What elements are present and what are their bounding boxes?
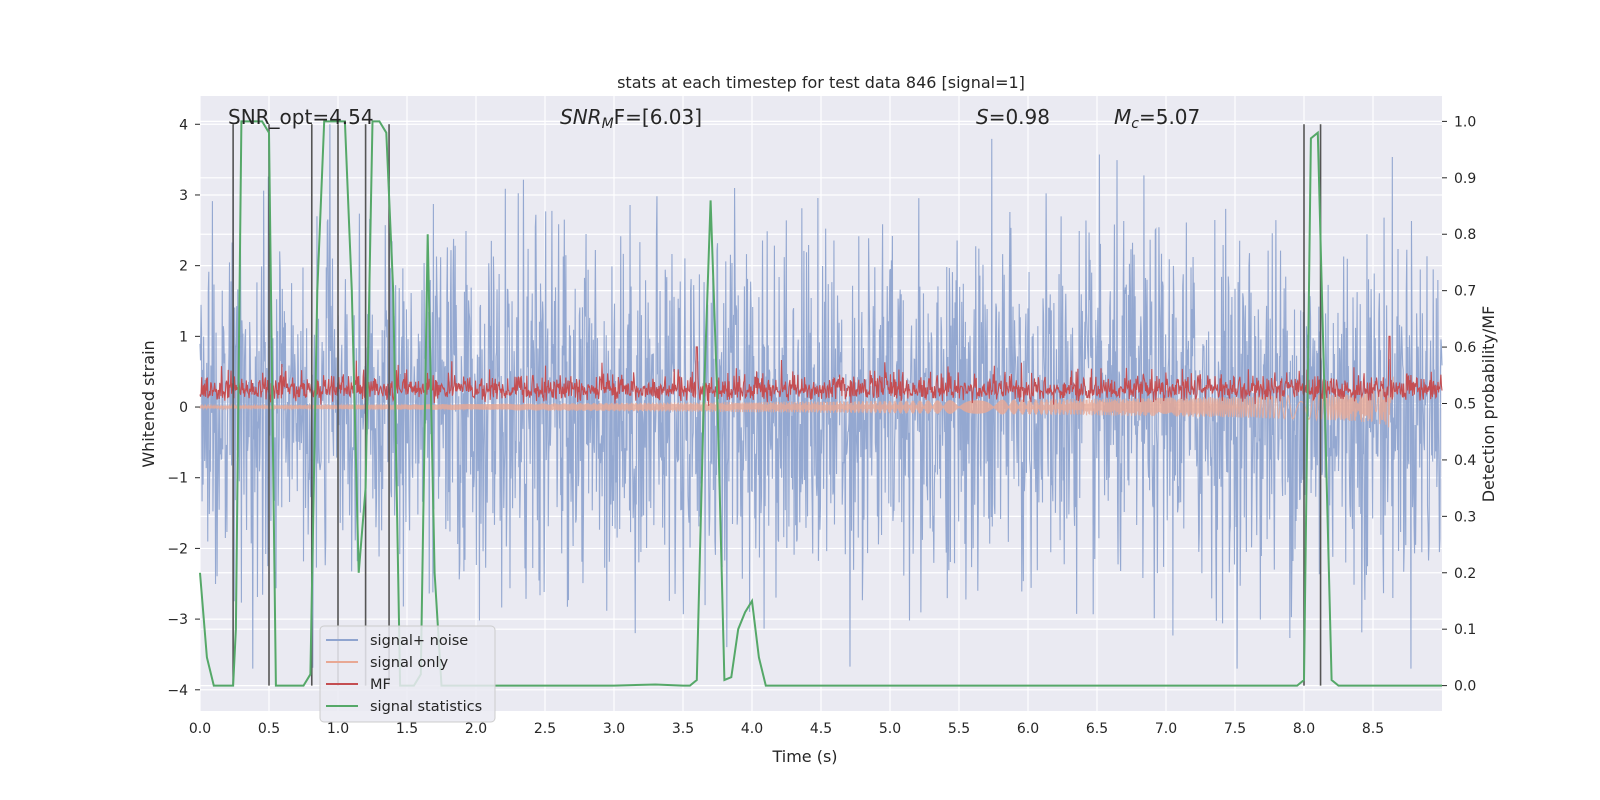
x-tick-label-2: 1.0: [327, 721, 349, 737]
y-axis-right-label: Detection probability/MF: [1479, 306, 1498, 503]
y-tick-label-1: 3: [179, 188, 188, 204]
s-val: =0.98: [989, 105, 1050, 129]
yr-tick-label-10: 0.0: [1454, 679, 1476, 695]
x-tick-label-9: 4.5: [810, 721, 832, 737]
y-tick-label-8: −4: [167, 683, 188, 699]
mc-name: M: [1114, 105, 1131, 129]
x-tick-label-8: 4.0: [741, 721, 763, 737]
yr-tick-label-0: 1.0: [1454, 114, 1476, 130]
x-tick-label-5: 2.5: [534, 721, 556, 737]
x-tick-label-7: 3.5: [672, 721, 694, 737]
legend-label-mf: MF: [370, 677, 391, 693]
noise-trace: [199, 124, 1443, 669]
signal-only-series: [199, 376, 1395, 428]
y-tick-label-0: 4: [179, 117, 188, 133]
snr-mf-name: SNR: [560, 105, 602, 129]
x-tick-label-14: 7.0: [1155, 721, 1177, 737]
snr-mf-tail: F=[6.03]: [614, 105, 702, 129]
y-tick-label-5: −1: [167, 471, 188, 487]
snr-mf-sub: M: [602, 116, 614, 132]
y-axis-ticks: 4 3 2 1 0 −1 −2 −3 −4: [167, 117, 200, 699]
yr-tick-label-5: 0.5: [1454, 397, 1476, 413]
stats-trace: [199, 120, 1442, 687]
x-tick-label-11: 5.5: [948, 721, 970, 737]
legend-box: [319, 625, 496, 723]
y-axis-label: Whitened strain: [139, 340, 158, 467]
legend: signal+ noise signal only MF signal stat…: [319, 625, 496, 723]
legend-label-signal: signal only: [370, 655, 449, 671]
signal-trace: [199, 376, 1395, 428]
mc-sub: c: [1131, 116, 1139, 132]
x-tick-label-13: 6.5: [1086, 721, 1108, 737]
s-name: S: [976, 105, 989, 129]
yr-tick-label-1: 0.9: [1454, 171, 1476, 187]
annotation-snr-opt: SNR_opt=4.54: [228, 105, 374, 129]
yr-tick-label-3: 0.7: [1454, 284, 1476, 300]
x-tick-label-15: 7.5: [1224, 721, 1246, 737]
legend-label-noise: signal+ noise: [370, 633, 468, 649]
y-tick-label-2: 2: [179, 259, 188, 275]
x-tick-label-12: 6.0: [1017, 721, 1039, 737]
x-tick-label-0: 0.0: [189, 721, 211, 737]
y-axis-right-ticks: 1.0 0.9 0.8 0.7 0.6 0.5 0.4 0.3 0.2 0.1 0.0: [1442, 114, 1476, 695]
yr-tick-label-8: 0.2: [1454, 566, 1476, 582]
mf-trace: [199, 335, 1443, 406]
yr-tick-label-6: 0.4: [1454, 453, 1476, 469]
x-axis-label: Time (s): [771, 747, 837, 766]
yr-tick-label-4: 0.6: [1454, 340, 1476, 356]
x-tick-label-17: 8.5: [1362, 721, 1384, 737]
signal-noise-series: [199, 124, 1443, 669]
x-tick-label-6: 3.0: [603, 721, 625, 737]
mc-val: =5.07: [1139, 105, 1200, 129]
yr-tick-label-7: 0.3: [1454, 509, 1476, 525]
x-tick-label-1: 0.5: [258, 721, 280, 737]
annotation-mc: Mc=5.07: [1114, 105, 1200, 132]
annotation-snr-mf: SNRMF=[6.03]: [560, 105, 702, 132]
legend-label-stats: signal statistics: [370, 699, 482, 715]
y-tick-label-6: −2: [167, 541, 188, 557]
x-tick-label-4: 2.0: [465, 721, 487, 737]
x-tick-label-16: 8.0: [1293, 721, 1315, 737]
y-tick-label-4: 0: [179, 400, 188, 416]
annotation-s: S=0.98: [976, 105, 1050, 129]
yr-tick-label-9: 0.1: [1454, 622, 1476, 638]
x-tick-label-3: 1.5: [396, 721, 418, 737]
y-tick-label-7: −3: [167, 612, 188, 628]
x-axis-ticks: 0.0 0.5 1.0 1.5 2.0 2.5 3.0 3.5 4.0 4.5 5.0 5.5 6.0 6…: [189, 721, 1384, 737]
x-tick-label-10: 5.0: [879, 721, 901, 737]
yr-tick-label-2: 0.8: [1454, 227, 1476, 243]
signal-statistics-series: [199, 120, 1442, 687]
chart-title: stats at each timestep for test data 846…: [617, 73, 1025, 92]
y-tick-label-3: 1: [179, 329, 188, 345]
mf-series: [199, 335, 1443, 406]
